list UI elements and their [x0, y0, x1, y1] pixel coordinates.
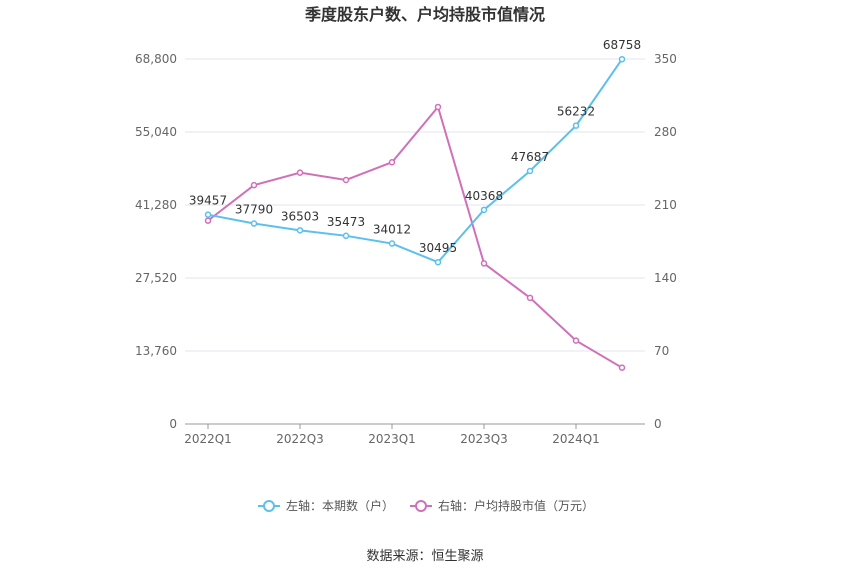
x-tick-label: 2023Q3 [460, 432, 508, 446]
grid [185, 58, 645, 425]
data-point-shareholders[interactable] [296, 227, 304, 234]
data-point-shareholders[interactable] [434, 258, 442, 266]
x-tick-label: 2023Q1 [368, 432, 416, 446]
data-label: 36503 [281, 209, 319, 223]
data-point-shareholders[interactable] [618, 55, 626, 63]
legend-item[interactable]: 左轴：本期数（户） [258, 498, 394, 513]
data-point-avg-value[interactable] [434, 103, 442, 111]
data-label: 39457 [189, 194, 227, 208]
data-point-shareholders[interactable] [480, 206, 488, 214]
data-label: 47687 [511, 150, 549, 164]
data-point-shareholders[interactable] [250, 220, 258, 227]
right-tick-label: 70 [654, 344, 669, 358]
right-tick-label: 280 [654, 125, 677, 139]
data-point-shareholders[interactable] [572, 122, 580, 129]
data-point-avg-value[interactable] [526, 294, 534, 302]
data-label: 37790 [235, 203, 273, 217]
data-point-avg-value[interactable] [480, 260, 488, 267]
legend-item[interactable]: 右轴：户均持股市值（万元） [410, 498, 594, 513]
data-label: 40368 [465, 189, 503, 203]
x-tick-label: 2022Q3 [276, 432, 324, 446]
data-point-avg-value[interactable] [296, 169, 304, 176]
legend-swatch-marker [415, 500, 427, 512]
data-point-avg-value[interactable] [342, 176, 350, 184]
data-labels: 39457 37790 36503 35473 34012 30495 40368 47687… [189, 38, 641, 255]
left-tick-label: 68,800 [135, 52, 177, 66]
x-tick-label: 2022Q1 [184, 432, 232, 446]
right-axis: 0 70 140 210 280 350 [654, 52, 677, 431]
left-tick-label: 13,760 [135, 344, 177, 358]
chart-title: 季度股东户数、户均持股市值情况 [304, 5, 545, 24]
left-tick-label: 0 [169, 417, 177, 431]
data-point-avg-value[interactable] [388, 158, 396, 166]
right-tick-label: 140 [654, 271, 677, 285]
data-point-avg-value[interactable] [250, 181, 258, 189]
series-line-shareholders [207, 58, 623, 264]
legend-label: 左轴：本期数（户） [286, 498, 394, 513]
series-line-avg-value [207, 104, 623, 369]
data-label: 56232 [557, 105, 595, 119]
x-tick-label: 2024Q1 [552, 432, 600, 446]
right-tick-label: 210 [654, 198, 677, 212]
data-point-shareholders[interactable] [526, 167, 534, 175]
data-label: 68758 [603, 38, 641, 52]
source-note: 数据来源：恒生聚源 [366, 549, 483, 564]
data-label: 30495 [419, 241, 457, 255]
legend[interactable]: 左轴：本期数（户） 右轴：户均持股市值（万元） [258, 498, 594, 513]
data-point-avg-value[interactable] [572, 337, 580, 344]
left-tick-label: 41,280 [135, 198, 177, 212]
data-label: 34012 [373, 223, 411, 237]
legend-label: 右轴：户均持股市值（万元） [438, 498, 594, 513]
series-group [204, 55, 626, 371]
legend-swatch-marker [263, 500, 275, 512]
data-point-shareholders[interactable] [388, 240, 396, 247]
data-label: 35473 [327, 215, 365, 229]
data-point-shareholders[interactable] [342, 232, 350, 240]
left-tick-label: 55,040 [135, 125, 177, 139]
left-axis: 0 13,760 27,520 41,280 55,040 68,800 [135, 52, 177, 431]
x-axis: 2022Q1 2022Q3 2023Q1 2023Q3 2024Q1 [184, 424, 600, 446]
right-tick-label: 0 [654, 417, 662, 431]
data-point-avg-value[interactable] [204, 217, 212, 224]
right-tick-label: 350 [654, 52, 677, 66]
data-point-shareholders[interactable] [204, 211, 212, 218]
left-tick-label: 27,520 [135, 271, 177, 285]
data-point-avg-value[interactable] [618, 364, 626, 371]
